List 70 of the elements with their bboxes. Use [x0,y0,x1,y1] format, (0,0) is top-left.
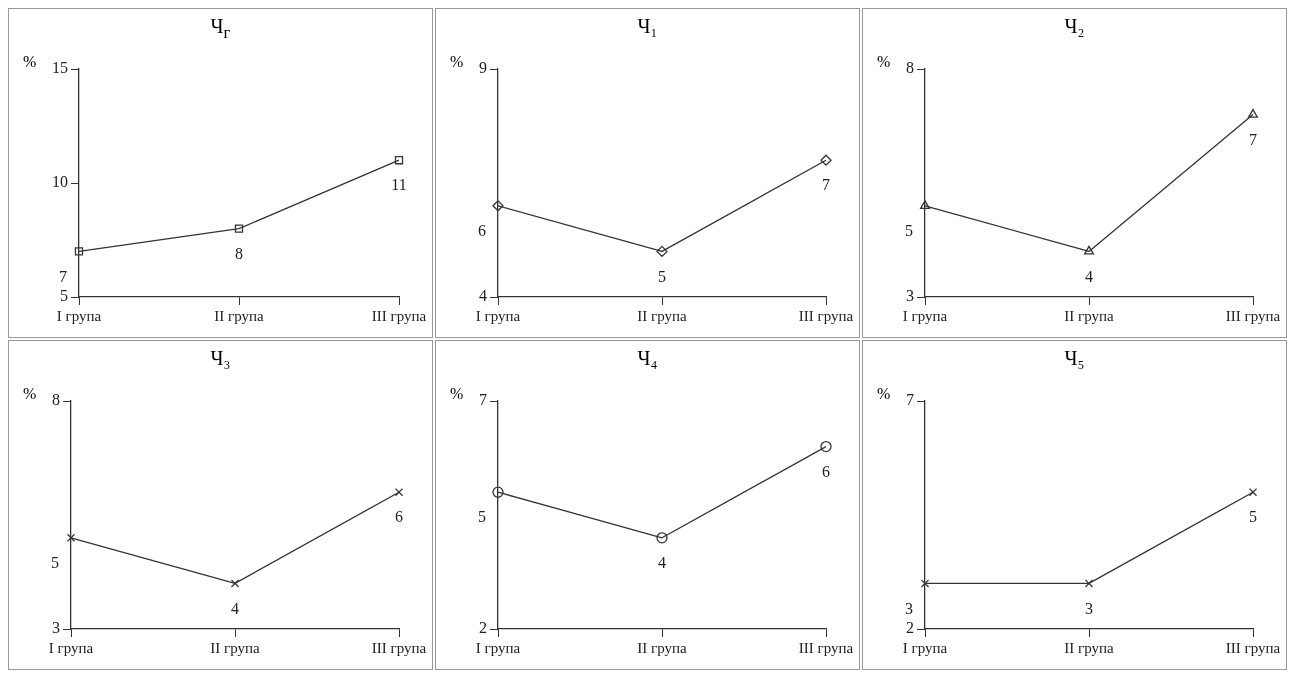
data-label: 5 [1249,508,1257,526]
x-tick-label: I група [56,307,102,324]
point [1084,245,1094,255]
y-axis-title: % [450,53,464,71]
x-tick-label: III група [371,639,427,656]
y-tick-label: 15 [52,59,68,77]
y-axis-title: % [450,385,464,403]
chart-title: Ч₂ [1063,14,1086,39]
data-label: 3 [1085,599,1093,617]
data-label: 6 [395,508,403,526]
y-tick-label: 8 [52,391,60,409]
y-tick-label: 8 [906,59,914,77]
y-tick-label: 4 [479,287,487,305]
data-label: 4 [658,554,666,571]
y-tick-label: 3 [906,287,914,305]
point [394,156,404,165]
y-tick-label: 9 [479,59,487,77]
point [230,579,240,588]
point [656,245,668,258]
data-label: 6 [822,462,830,480]
x-tick-label: I група [902,307,948,324]
point [74,247,84,256]
point [820,154,832,166]
data-label: 5 [658,267,666,285]
y-tick-label: 2 [906,619,914,637]
x-tick-label: III група [371,307,427,324]
x-tick-label: II група [210,639,261,656]
point [820,440,832,453]
data-label: 7 [1249,130,1257,148]
data-label: 4 [1085,267,1093,285]
point [394,488,404,497]
point [492,486,504,498]
x-tick-label: I група [48,639,94,656]
x-tick-label: II група [1064,307,1115,324]
x-tick-label: III група [1225,639,1281,656]
y-tick-label: 2 [479,619,487,637]
x-tick-label: II група [1064,639,1115,656]
data-label: 8 [235,244,243,262]
point [920,200,930,209]
x-tick-label: II група [637,639,688,656]
point [234,224,244,233]
data-label: 4 [231,599,239,617]
data-label: 6 [478,222,486,239]
x-tick-label: I група [902,639,948,656]
y-tick-label: 5 [60,287,68,305]
y-tick-label: 3 [52,619,60,637]
x-tick-label: III група [1225,307,1281,324]
y-axis-title: % [877,53,891,71]
chart-title: Ч₁ [636,14,659,39]
x-tick-label: I група [475,307,521,324]
data-label: 11 [391,176,407,194]
x-tick-label: III група [798,639,854,656]
y-tick-label: 7 [906,391,914,409]
y-tick-label: 10 [52,173,68,191]
point [1248,108,1258,118]
point [492,200,504,212]
y-tick-label: 7 [479,391,487,409]
y-axis-title: % [23,385,37,403]
y-axis-title: % [877,385,891,403]
chart-title: Ч₅ [1063,346,1086,371]
x-tick-label: II група [214,307,265,324]
chart-title: Ч₄ [636,346,659,371]
chart-title: Ч₃ [209,346,232,371]
chart-title: Ч$_{г}$ [209,14,232,44]
x-tick-label: I група [475,639,521,656]
data-label: 7 [822,176,830,194]
x-tick-label: III група [798,307,854,324]
point [656,532,668,544]
y-axis-title: % [23,53,37,71]
x-tick-label: II група [637,307,688,324]
